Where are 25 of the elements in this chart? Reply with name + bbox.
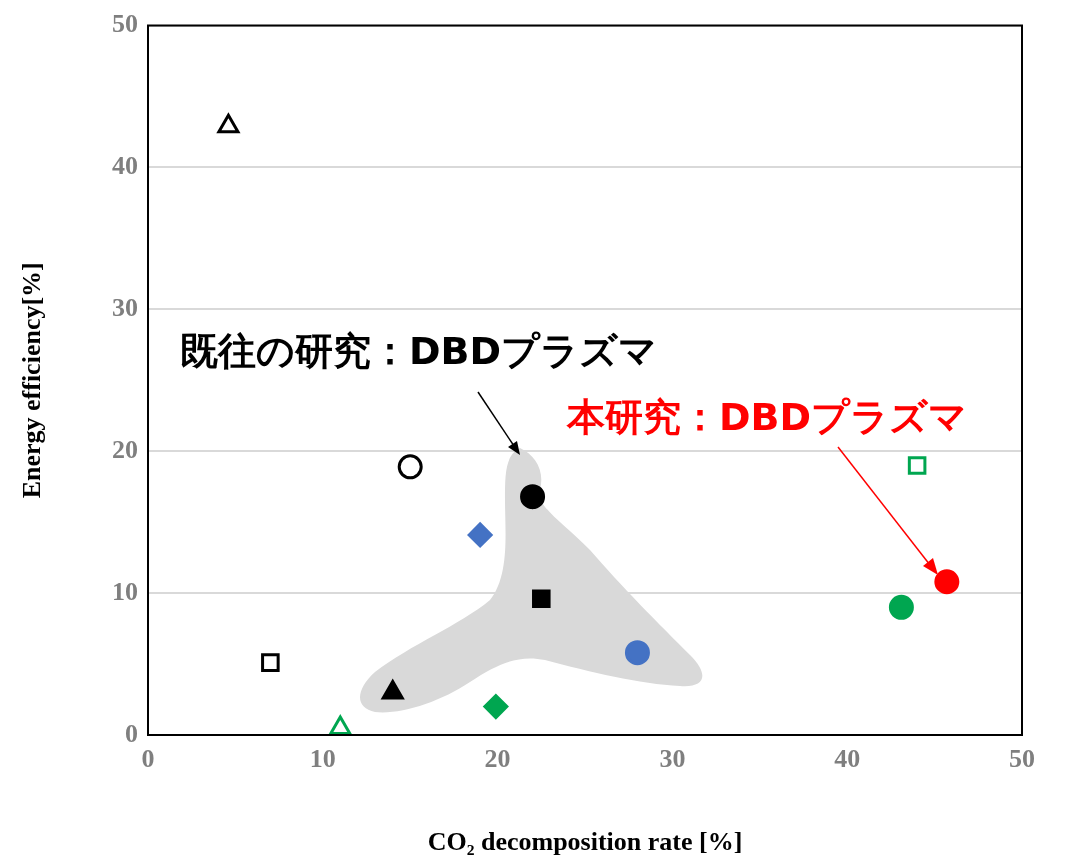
x-tick-label: 30 (659, 744, 686, 774)
point (532, 589, 551, 609)
x-tick-label: 20 (484, 744, 511, 774)
y-tick-label: 0 (125, 718, 138, 748)
y-tick-label: 50 (112, 9, 138, 39)
point (261, 653, 280, 672)
annotation: 本研究：DBDプラズマ (566, 394, 968, 439)
y-tick-label: 40 (112, 151, 138, 181)
x-tick-label: 10 (309, 744, 336, 774)
point (888, 594, 914, 620)
point (934, 569, 960, 595)
point (397, 454, 423, 480)
x-tick-label: 50 (1009, 744, 1035, 774)
point (624, 640, 650, 666)
x-tick-label: 40 (834, 744, 861, 774)
x-axis-title: CO₂ decomposition rate [%] (427, 827, 743, 857)
point (483, 694, 509, 720)
point (907, 456, 927, 475)
point (520, 484, 546, 510)
y-tick-label: 10 (112, 576, 138, 606)
y-tick-label: 30 (112, 293, 138, 323)
y-tick-label: 20 (112, 434, 138, 464)
y-axis-title: Energy efficiency[%] (17, 262, 47, 499)
annotation: 既往の研究：DBDプラズマ (180, 328, 658, 373)
point (467, 522, 493, 548)
